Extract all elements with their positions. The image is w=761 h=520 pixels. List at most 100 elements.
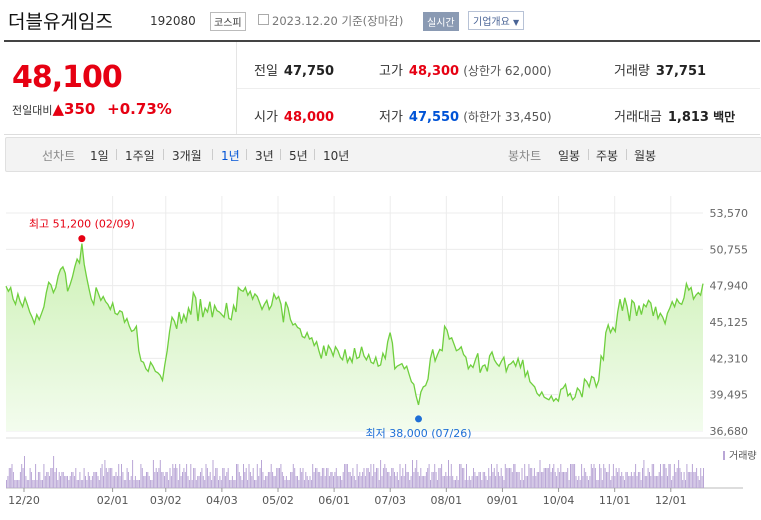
volume-bar — [251, 476, 253, 488]
y-tick-label: 45,125 — [710, 316, 749, 329]
volume-bar — [177, 480, 179, 488]
volume-bar — [243, 464, 244, 488]
company-info-dropdown[interactable]: 기업개요 ▼ — [468, 11, 525, 30]
volume-bar — [539, 460, 541, 488]
volume-bar — [473, 468, 474, 488]
volume-bar — [502, 476, 504, 488]
volume-bar — [306, 476, 308, 488]
line-chart-label: 선차트 — [42, 149, 76, 163]
volume-bar — [461, 468, 463, 488]
volume-bar — [380, 460, 382, 488]
volume-bar — [545, 468, 546, 488]
volume-bar — [651, 464, 653, 488]
period-1y[interactable]: 1년 — [221, 149, 240, 163]
volume-bar — [511, 472, 513, 488]
change-percent: +0.73% — [107, 100, 172, 118]
volume-bar — [26, 480, 28, 488]
volume-bar — [21, 464, 23, 488]
volume-bar — [387, 472, 389, 488]
divider — [246, 149, 247, 160]
volume-bar — [176, 468, 178, 488]
realtime-button[interactable]: 실시간 — [423, 12, 459, 31]
volume-bar — [321, 468, 323, 488]
volume-bar — [158, 468, 160, 488]
volume-bar — [170, 476, 172, 488]
volume-bar — [574, 464, 576, 488]
volume-bar — [215, 468, 217, 488]
volume-bar — [112, 476, 114, 488]
volume-bar — [313, 472, 315, 488]
x-tick-label: 03/02 — [150, 494, 182, 507]
volume-bar — [679, 468, 681, 488]
volume-bar — [152, 460, 154, 488]
volume-bar — [105, 468, 107, 488]
volume-bar — [377, 468, 379, 488]
volume-bar — [107, 472, 109, 488]
volume-bar — [660, 464, 661, 488]
volume-bar — [201, 468, 203, 488]
volume-bar — [527, 476, 528, 488]
period-1d[interactable]: 1일 — [90, 149, 109, 163]
volume-bar — [673, 464, 675, 488]
period-5y[interactable]: 5년 — [289, 149, 308, 163]
volume-bar — [625, 472, 627, 488]
volume-bar — [33, 480, 35, 488]
volume-bar — [301, 472, 303, 488]
volume-bar — [79, 472, 81, 488]
volume-bar — [529, 468, 531, 488]
volume-bar — [324, 476, 326, 488]
volume-bar — [590, 464, 592, 488]
volume-bar — [571, 464, 573, 488]
volume-bar — [216, 468, 218, 488]
volume-bar — [455, 480, 456, 488]
period-3y[interactable]: 3년 — [255, 149, 274, 163]
volume-bar — [256, 464, 258, 488]
volume-bar — [61, 472, 63, 488]
volume-bar — [360, 476, 362, 488]
volume-bar — [479, 472, 481, 488]
volume-bar — [136, 480, 138, 488]
volume-bar — [168, 480, 170, 488]
volume-bar — [439, 468, 441, 488]
volume-bar — [672, 476, 674, 488]
volume-bar — [53, 456, 55, 488]
volume-bar — [385, 468, 387, 488]
volume-bar — [169, 468, 171, 488]
volume-bar — [223, 468, 225, 488]
volume-bar — [568, 480, 570, 488]
period-10y[interactable]: 10년 — [323, 149, 350, 163]
volume-bar — [73, 476, 75, 488]
period-3m[interactable]: 3개월 — [172, 149, 202, 163]
volume-bar — [503, 480, 505, 488]
volume-bar — [533, 468, 535, 488]
period-1w[interactable]: 1주일 — [125, 149, 155, 163]
volume-bar — [338, 476, 340, 488]
volume-bar — [64, 476, 66, 488]
volume-bar — [456, 476, 458, 488]
volume-bar — [190, 464, 192, 488]
candle-daily[interactable]: 일봉 — [558, 149, 581, 163]
change-value: 350 — [64, 100, 96, 118]
volume-bar — [525, 476, 527, 488]
volume-bar — [258, 476, 260, 488]
volume-bar — [669, 464, 671, 488]
volume-bar — [518, 472, 520, 488]
divider — [212, 149, 213, 160]
volume-bar — [371, 476, 373, 488]
candle-monthly[interactable]: 월봉 — [634, 149, 657, 163]
field-value: 48,000 — [283, 110, 335, 125]
volume-bar — [62, 472, 64, 488]
volume-bar — [615, 468, 617, 488]
volume-bar — [416, 460, 418, 488]
volume-bar — [159, 460, 161, 488]
x-tick-label: 02/01 — [97, 494, 129, 507]
prev-close: 전일 47,750 — [254, 60, 334, 79]
volume-bar — [133, 480, 135, 488]
volume-bar — [180, 476, 182, 488]
volume-bar — [279, 468, 280, 488]
volume-bar — [39, 472, 41, 488]
volume-bar — [49, 476, 50, 488]
volume-bar — [263, 480, 265, 488]
volume-bar — [367, 468, 369, 488]
candle-weekly[interactable]: 주봉 — [596, 149, 619, 163]
